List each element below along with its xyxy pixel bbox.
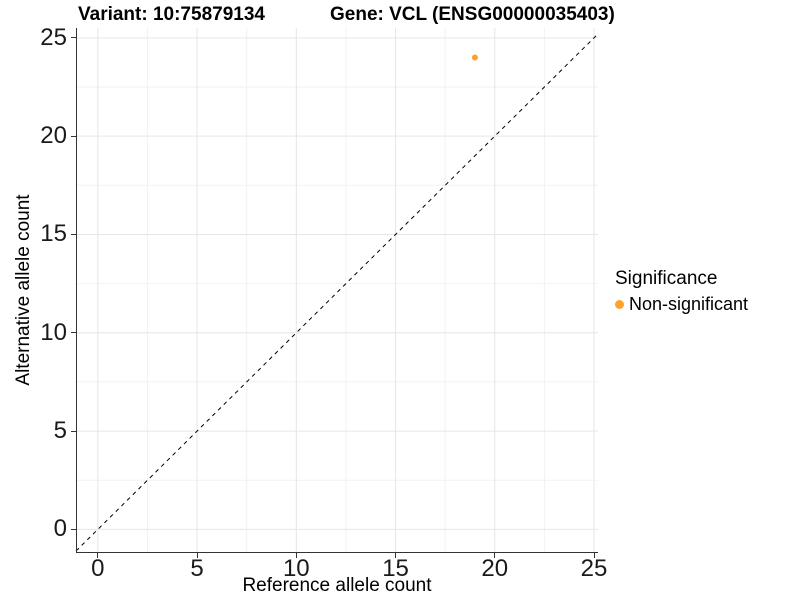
x-tick-mark (593, 553, 595, 558)
data-point (471, 54, 478, 61)
plot-title-variant: Variant: 10:75879134 (78, 4, 265, 25)
plot-panel (75, 28, 599, 553)
x-tick-mark (494, 553, 496, 558)
x-tick-mark (196, 553, 198, 558)
legend-item: Non-significant (615, 294, 748, 315)
identity-line (75, 33, 599, 552)
y-tick-label: 0 (53, 515, 67, 543)
y-tick-label: 25 (40, 23, 67, 51)
legend-item-label: Non-significant (629, 294, 749, 314)
legend: Significance Non-significant (615, 268, 748, 315)
plot-area (75, 28, 599, 553)
x-tick-mark (97, 553, 99, 558)
x-tick-mark (395, 553, 397, 558)
x-tick-mark (295, 553, 297, 558)
x-tick-label: 0 (91, 555, 105, 582)
x-axis-title: Reference allele count (242, 575, 432, 596)
legend-title: Significance (615, 268, 718, 289)
y-tick-label: 20 (40, 122, 67, 150)
x-tick-label: 5 (190, 555, 204, 582)
y-axis-title: Alternative allele count (13, 194, 34, 386)
plot-title-gene: Gene: VCL (ENSG00000035403) (330, 4, 615, 25)
legend-point-icon (615, 300, 624, 309)
x-tick-label: 25 (580, 555, 608, 582)
x-tick-label: 20 (481, 555, 509, 582)
y-tick-label: 5 (53, 417, 67, 445)
